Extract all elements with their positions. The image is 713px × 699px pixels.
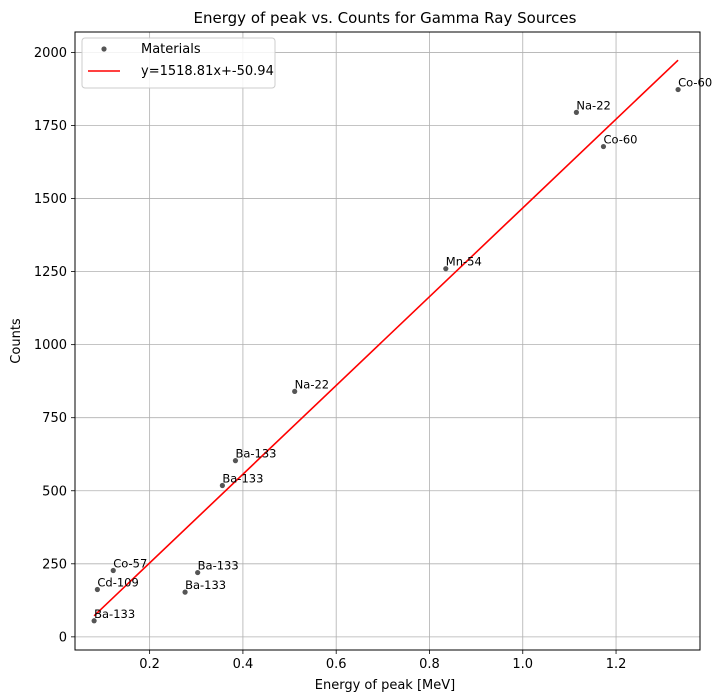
chart-title: Energy of peak vs. Counts for Gamma Ray … [194,9,577,27]
data-point [94,586,100,593]
point-labels: Ba-133 Cd-109 Co-57 Ba-133 Ba-133 Ba-133 Ba-13… [94,76,712,621]
y-tick-label: 0 [59,630,67,645]
y-axis-label: Counts [9,318,24,364]
legend-box [81,37,276,89]
legend-marker-materials [101,46,107,52]
data-points [91,86,681,624]
data-point-label: Ba-133 [198,559,239,573]
data-point [232,458,239,464]
data-point-label: Ba-133 [222,471,263,485]
data-point-label: Ba-133 [185,578,226,592]
data-point-label: Co-60 [678,76,712,90]
data-point-label: Cd-109 [97,576,138,590]
x-tick-label: 0.8 [419,657,440,672]
data-point [110,567,116,574]
data-point [675,86,681,93]
fit-line-layer [93,59,679,617]
x-tick-label: 0.2 [139,657,160,672]
data-point [219,482,225,489]
data-point-label: Na-22 [576,98,610,112]
y-tick-label: 1000 [34,338,67,353]
y-tick-label: 250 [42,557,67,572]
x-tick-label: 0.6 [326,657,347,672]
data-point [195,569,201,576]
x-tick-label: 1.2 [606,657,627,672]
data-point [600,143,607,150]
y-tick-label: 750 [42,411,67,426]
data-point-label: Co-60 [603,133,637,147]
x-tick-label: 0.4 [233,657,254,672]
data-point-label: Co-57 [113,557,147,571]
y-tick-label: 2000 [34,46,67,61]
data-point [182,589,188,595]
data-point-label: Ba-133 [235,447,276,461]
x-axis-label: Energy of peak [MeV] [315,678,455,693]
data-point-label: Na-22 [295,377,329,391]
legend-label-materials: Materials [141,42,201,57]
x-tick-label: 1.0 [512,657,533,672]
grid-lines [75,32,700,650]
data-point-label: Ba-133 [94,607,135,621]
data-point [573,109,579,115]
y-tick-label: 500 [42,484,67,499]
data-point [443,266,449,272]
axis-ticks: 0.2 0.4 0.6 0.8 1.0 1.2 0 250 500 750 1000 1250 1500… [34,46,626,672]
y-tick-label: 1750 [34,119,67,134]
plot-frame [74,31,701,651]
data-point [91,618,97,624]
legend: Materials y=1518.81x+-50.94 [81,37,276,89]
y-tick-label: 1500 [34,192,67,207]
fit-line [93,59,679,617]
data-point [292,388,298,395]
legend-label-fit: y=1518.81x+-50.94 [141,64,274,79]
y-tick-label: 1250 [34,265,67,280]
data-point-label: Mn-54 [446,255,482,269]
